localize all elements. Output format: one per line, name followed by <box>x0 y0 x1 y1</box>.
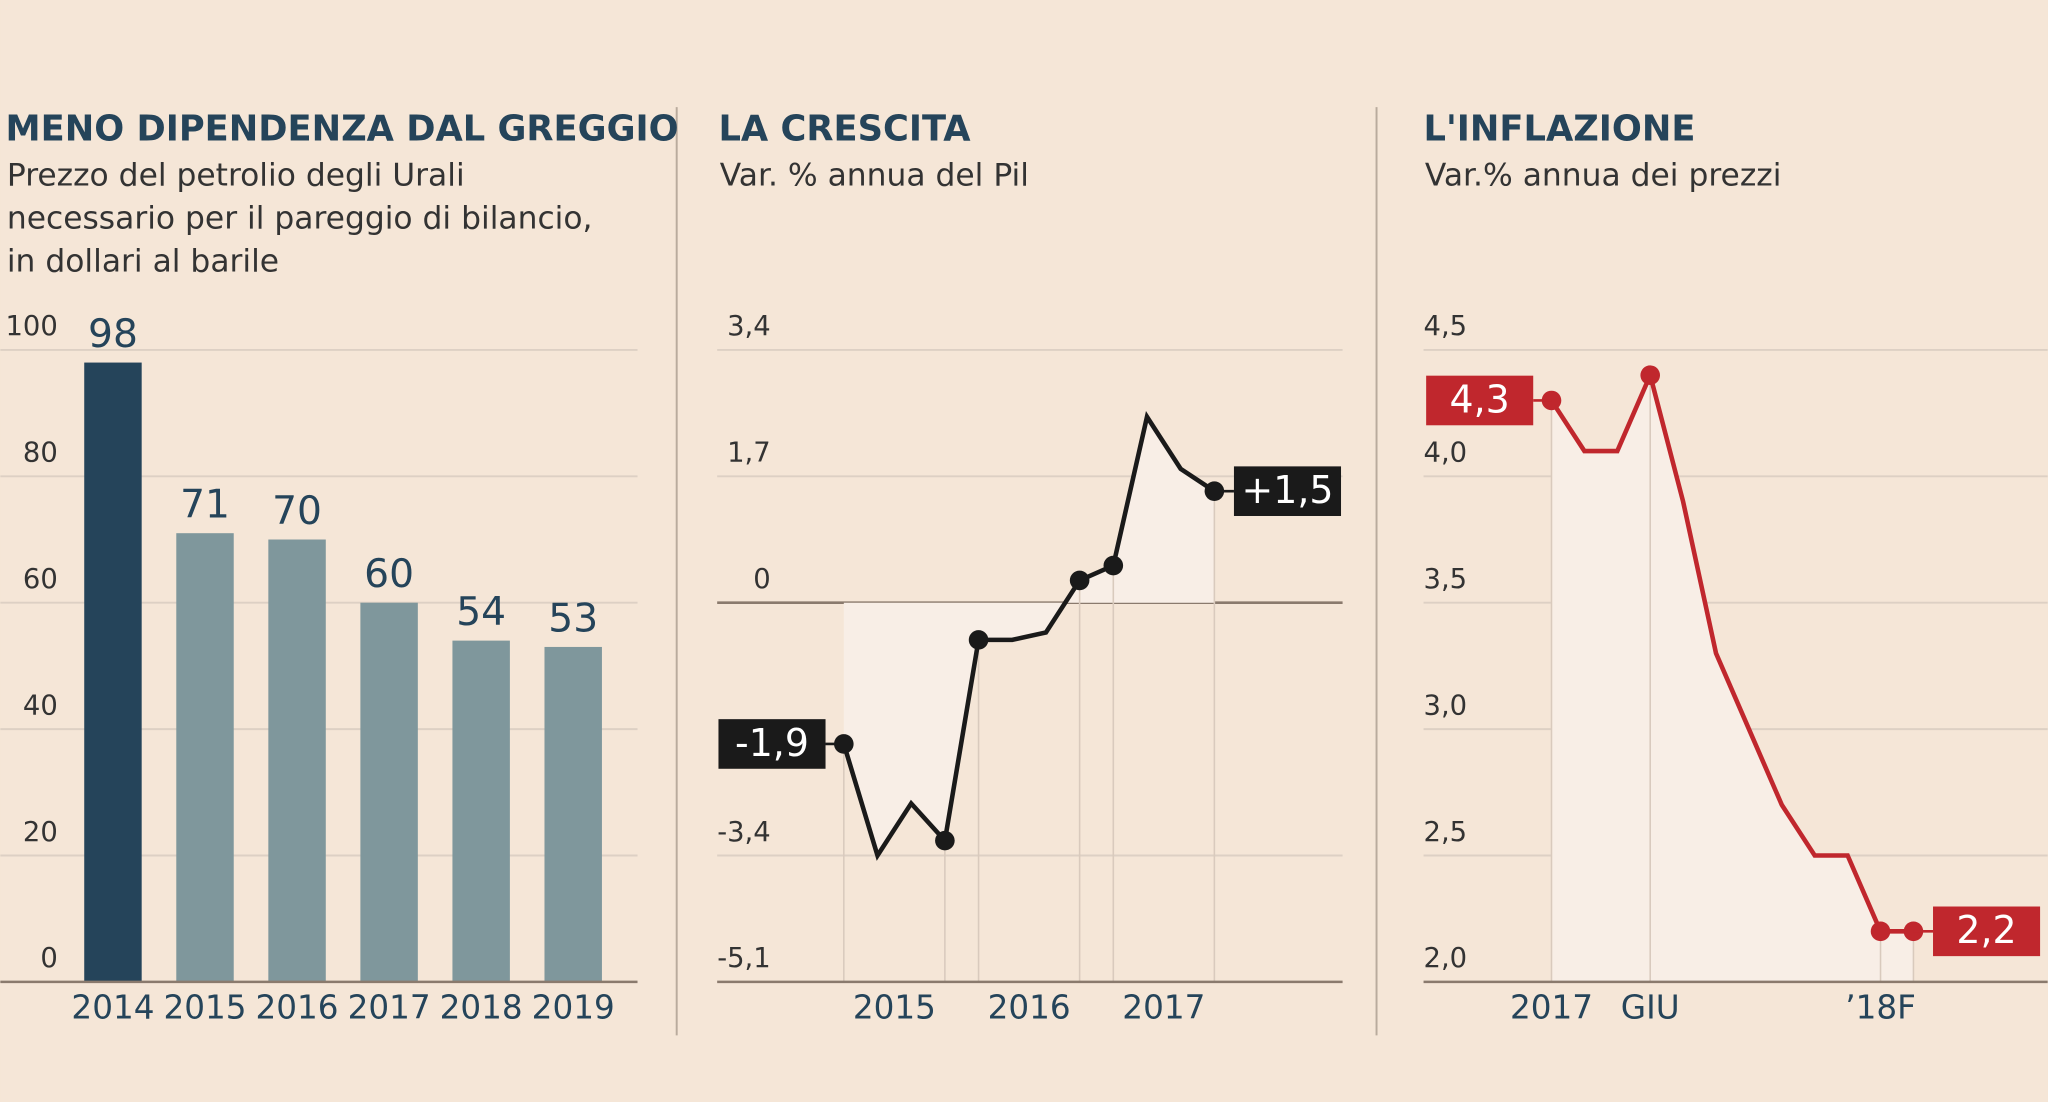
value-label: 98 <box>88 312 138 357</box>
y-tick-label: 40 <box>23 690 58 721</box>
chart-title: L'INFLAZIONE <box>1424 109 1696 150</box>
y-tick-label: 3,5 <box>1424 564 1468 595</box>
chart-subtitle: Prezzo del petrolio degli Urali <box>7 157 465 193</box>
marker <box>1640 365 1661 385</box>
label-box <box>1233 466 1342 516</box>
x-tick-label: 2017 <box>348 988 431 1026</box>
marker <box>1069 570 1090 591</box>
y-tick-label: 60 <box>23 564 58 595</box>
value-label: -1,9 <box>735 721 809 765</box>
value-label: 4,3 <box>1450 377 1510 421</box>
x-tick-label: 2015 <box>163 988 246 1026</box>
chart-subtitle: Var. % annua del Pil <box>720 157 1029 193</box>
marker <box>968 630 989 650</box>
chart-title: MENO DIPENDENZA DAL GREGGIO <box>6 109 679 150</box>
chart-title: LA CRESCITA <box>718 109 971 150</box>
x-tick-label: 2019 <box>532 988 615 1026</box>
y-tick-label: 4,5 <box>1424 311 1468 342</box>
y-tick-label: 4,0 <box>1424 438 1468 469</box>
y-tick-label: 0 <box>753 564 770 595</box>
chart-subtitle: necessario per il pareggio di bilancio, <box>7 200 593 236</box>
y-tick-label: -5,1 <box>717 943 770 974</box>
x-tick-label: 2017 <box>1122 988 1205 1026</box>
y-tick-label: 2,5 <box>1424 817 1468 848</box>
x-tick-label: 2014 <box>71 988 154 1026</box>
y-tick-label: 100 <box>5 311 57 342</box>
bar <box>268 539 326 982</box>
y-tick-label: 1,7 <box>727 438 771 469</box>
value-label: 53 <box>548 596 598 641</box>
y-tick-label: 0 <box>40 943 57 974</box>
y-tick-label: 2,0 <box>1424 943 1468 974</box>
y-tick-label: 20 <box>23 817 58 848</box>
marker <box>1870 921 1891 942</box>
area <box>843 416 1215 856</box>
x-tick-label: ’18F <box>1845 988 1916 1026</box>
label-box <box>1933 906 2041 957</box>
label-box <box>1426 375 1534 426</box>
bar <box>84 362 142 982</box>
value-label: 70 <box>272 489 322 534</box>
value-label: +1,5 <box>1242 468 1334 512</box>
y-tick-label: 80 <box>23 438 58 469</box>
marker <box>935 830 955 851</box>
bar <box>544 646 602 982</box>
value-label: 71 <box>180 483 230 528</box>
value-label: 60 <box>364 552 414 597</box>
bar <box>176 533 234 982</box>
chart-subtitle: in dollari al barile <box>7 243 279 279</box>
bar <box>452 640 510 982</box>
label-box <box>718 719 826 769</box>
x-tick-label: 2018 <box>440 988 523 1026</box>
x-tick-label: 2015 <box>853 988 936 1026</box>
x-tick-label: 2016 <box>988 988 1071 1026</box>
value-label: 54 <box>456 590 506 635</box>
x-tick-label: 2017 <box>1510 988 1593 1026</box>
y-tick-label: -3,4 <box>717 817 770 848</box>
bar <box>360 602 418 982</box>
y-tick-label: 3,4 <box>727 311 771 342</box>
x-tick-label: GIU <box>1621 988 1680 1026</box>
x-tick-label: 2016 <box>256 988 339 1026</box>
chart-subtitle: Var.% annua dei prezzi <box>1425 157 1782 193</box>
line <box>841 411 1216 861</box>
line <box>1549 368 1914 934</box>
area <box>1551 375 1914 982</box>
marker <box>1103 555 1124 576</box>
y-tick-label: 3,0 <box>1424 690 1468 721</box>
value-label: 2,2 <box>1956 908 2016 952</box>
